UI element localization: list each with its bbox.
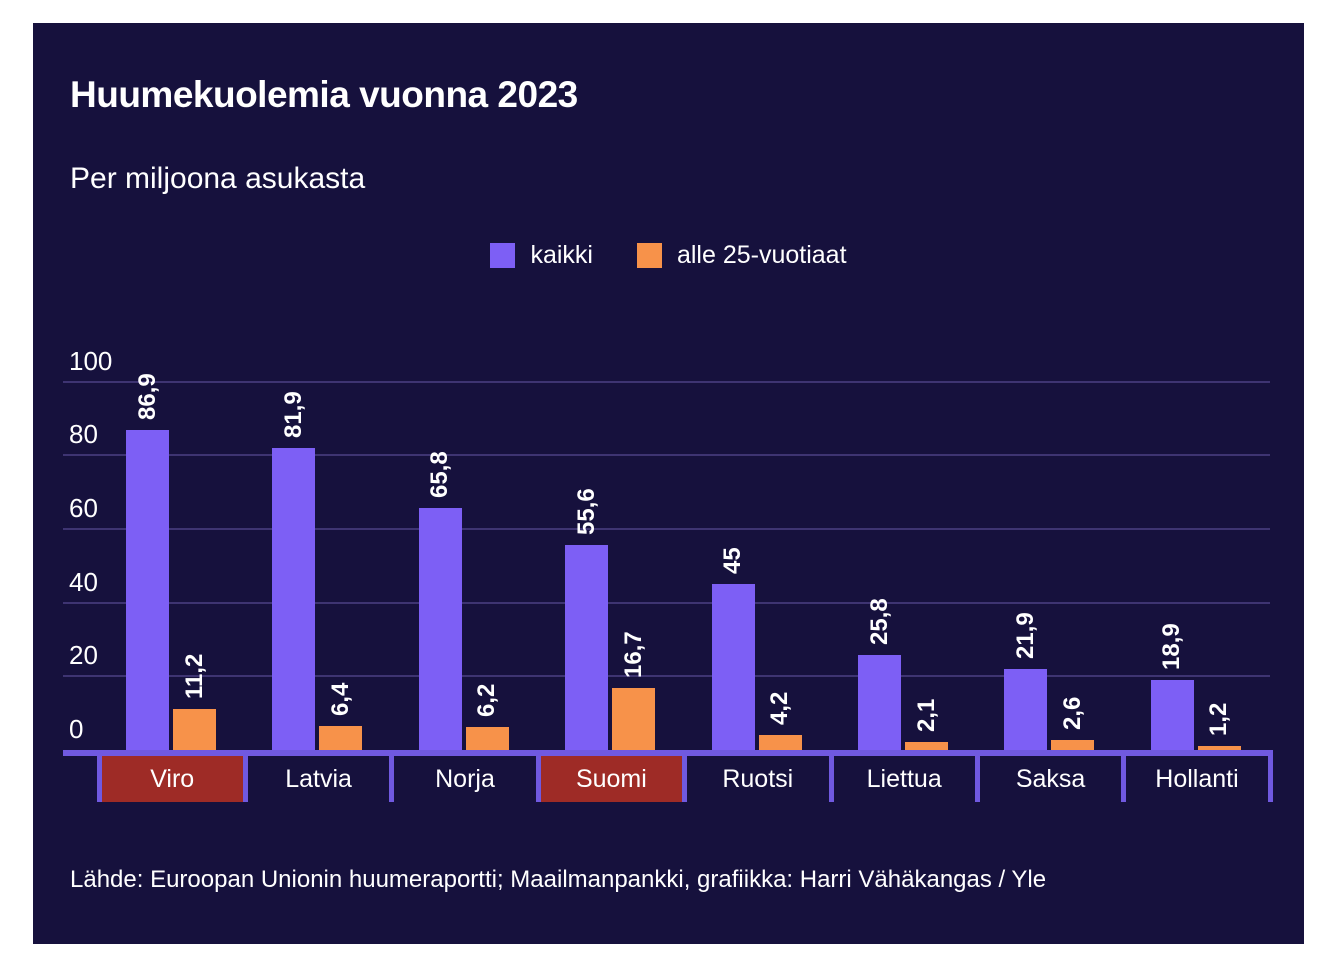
legend-label-kaikki: kaikki (530, 241, 593, 269)
bar-kaikki-hollanti (1150, 680, 1194, 750)
source-credit: Lähde: Euroopan Unionin huumeraportti; M… (70, 866, 1047, 893)
value-label-alle-25-vuotiaat-suomi: 16,7 (619, 631, 647, 679)
value-label-kaikki-liettua: 25,8 (865, 598, 893, 645)
y-tick-label-20: 20 (69, 640, 98, 671)
value-label-alle-25-vuotiaat-hollanti: 1,2 (1205, 702, 1233, 736)
legend-item-kaikki: kaikki (490, 241, 593, 270)
x-label-ruotsi: Ruotsi (722, 764, 794, 793)
bar-alle-25-vuotiaat-ruotsi (758, 734, 802, 750)
bar-alle-25-vuotiaat-saksa (1051, 740, 1095, 750)
value-label-alle-25-vuotiaat-norja: 6,2 (473, 683, 501, 718)
value-label-alle-25-vuotiaat-viro: 11,2 (180, 653, 208, 699)
bar-kaikki-viro (126, 429, 169, 750)
value-label-kaikki-suomi: 55,6 (572, 488, 600, 536)
bar-alle-25-vuotiaat-hollanti (1197, 745, 1241, 750)
x-divider (96, 756, 102, 802)
bar-kaikki-liettua (858, 654, 901, 750)
x-label-viro: Viro (99, 756, 246, 802)
y-tick-label-80: 80 (69, 419, 98, 450)
value-label-alle-25-vuotiaat-latvia: 6,4 (326, 683, 354, 717)
x-divider (1121, 756, 1127, 802)
x-axis-line (63, 750, 1273, 756)
x-divider (682, 756, 688, 802)
y-tick-label-100: 100 (69, 345, 113, 376)
value-label-kaikki-saksa: 21,9 (1011, 612, 1039, 660)
gridline-60 (63, 527, 1270, 530)
x-divider (828, 756, 834, 802)
chart-title: Huumekuolemia vuonna 2023 (70, 74, 578, 115)
bar-kaikki-latvia (272, 448, 316, 750)
value-label-kaikki-hollanti: 18,9 (1158, 623, 1186, 671)
value-label-alle-25-vuotiaat-liettua: 2,1 (912, 698, 940, 733)
x-divider (389, 756, 395, 802)
legend: kaikki alle 25-vuotiaat (33, 241, 1304, 270)
value-label-kaikki-viro: 86,9 (133, 373, 161, 420)
bar-alle-25-vuotiaat-norja (465, 727, 509, 750)
legend-swatch-alle-25-vuotiaat-icon (636, 243, 662, 268)
value-label-alle-25-vuotiaat-saksa: 2,6 (1058, 697, 1086, 731)
x-label-liettua: Liettua (866, 764, 942, 793)
bar-kaikki-suomi (565, 545, 609, 750)
value-label-kaikki-ruotsi: 45 (719, 547, 747, 575)
bar-alle-25-vuotiaat-suomi (612, 688, 656, 750)
x-label-norja: Norja (435, 764, 495, 793)
gridline-20 (63, 675, 1270, 678)
chart-subtitle: Per miljoona asukasta (70, 162, 366, 195)
gridline-100 (63, 380, 1270, 383)
bar-alle-25-vuotiaat-latvia (319, 726, 363, 750)
bar-kaikki-saksa (1004, 669, 1048, 750)
gridline-80 (63, 454, 1270, 457)
value-label-kaikki-latvia: 81,9 (279, 391, 307, 439)
x-label-suomi: Suomi (538, 756, 685, 802)
x-label-hollanti: Hollanti (1155, 764, 1239, 793)
bar-kaikki-ruotsi (711, 584, 755, 750)
y-tick-label-40: 40 (69, 566, 98, 597)
value-label-kaikki-norja: 65,8 (426, 450, 454, 498)
y-tick-label-0: 0 (69, 714, 84, 744)
value-label-alle-25-vuotiaat-ruotsi: 4,2 (766, 691, 794, 725)
x-divider (974, 756, 980, 802)
bar-kaikki-norja (418, 507, 462, 750)
x-label-saksa: Saksa (1015, 764, 1086, 793)
legend-item-alle-25-vuotiaat: alle 25-vuotiaat (636, 241, 847, 270)
x-label-latvia: Latvia (285, 764, 352, 793)
legend-label-alle-25-vuotiaat: alle 25-vuotiaat (676, 241, 847, 269)
x-divider (535, 756, 541, 802)
x-divider (1267, 756, 1273, 802)
legend-swatch-kaikki-icon (490, 243, 516, 268)
x-divider (242, 756, 248, 802)
y-tick-label-60: 60 (69, 492, 98, 523)
bar-alle-25-vuotiaat-viro (173, 708, 216, 750)
bar-alle-25-vuotiaat-liettua (905, 742, 948, 750)
gridline-40 (63, 601, 1270, 604)
